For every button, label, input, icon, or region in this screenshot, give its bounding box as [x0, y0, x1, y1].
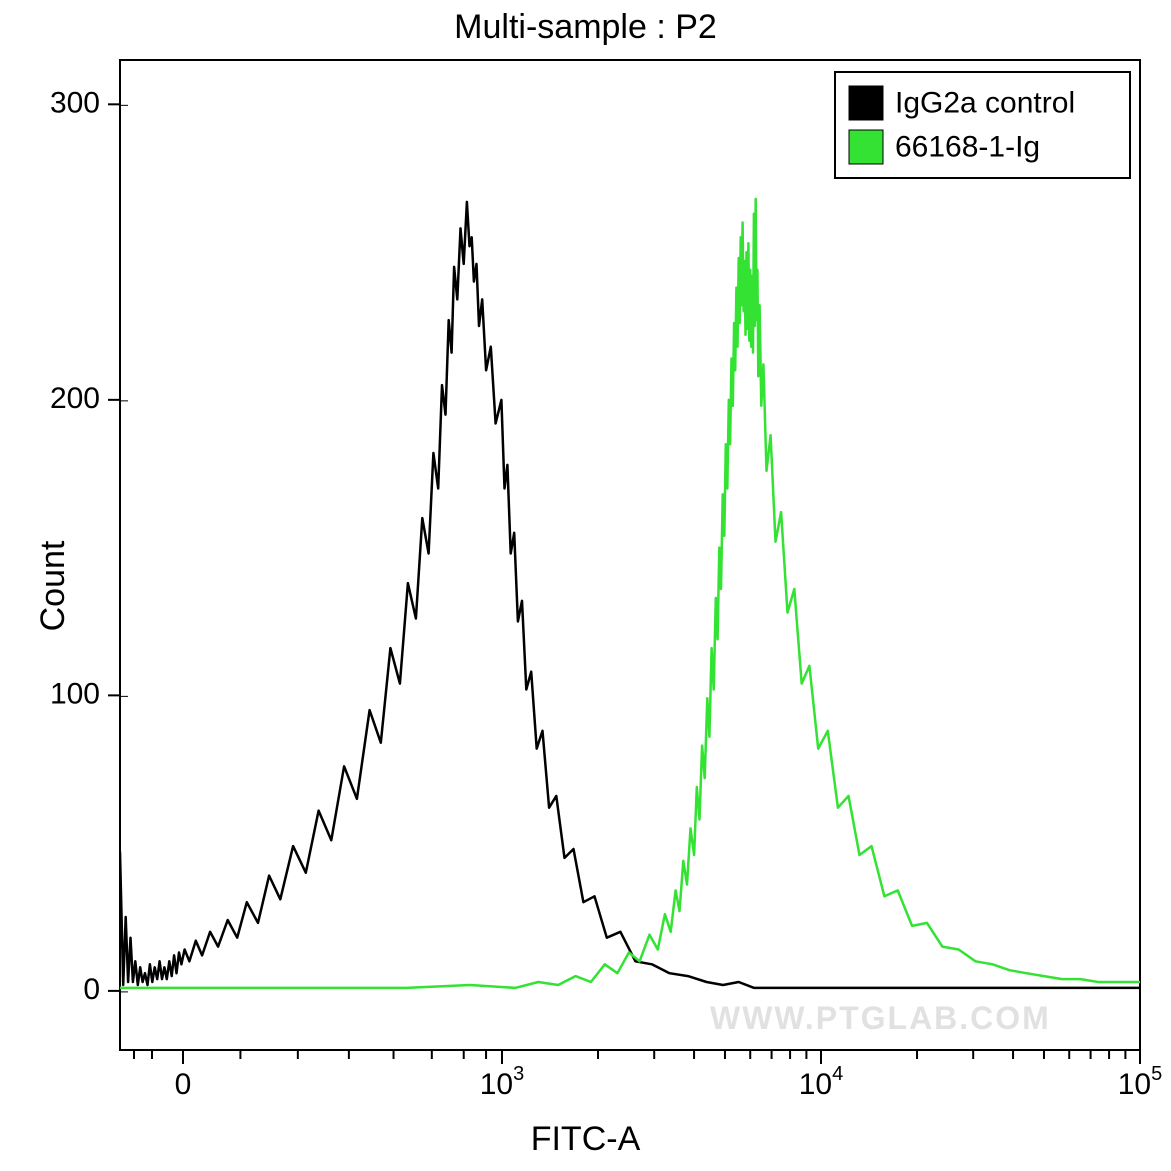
svg-text:103: 103	[480, 1063, 525, 1101]
series-igg2a-control	[120, 202, 1140, 988]
svg-text:100: 100	[50, 677, 100, 710]
legend-swatch-1	[849, 130, 883, 164]
figure: Multi-sample : P2 Count FITC-A 010020030…	[0, 0, 1171, 1171]
plot-area: 0 100 200 300 0 103 104 105 IgG2a control 66168-1…	[0, 0, 1171, 1171]
svg-text:0: 0	[175, 1068, 192, 1101]
svg-text:300: 300	[50, 86, 100, 119]
legend-swatch-0	[849, 86, 883, 120]
svg-text:105: 105	[1118, 1063, 1163, 1101]
svg-text:0: 0	[83, 973, 100, 1006]
watermark: WWW.PTGLAB.COM	[710, 1000, 1051, 1037]
series-66168-1-ig	[120, 199, 1140, 988]
legend-label-1: 66168-1-Ig	[895, 131, 1040, 164]
svg-text:104: 104	[799, 1063, 844, 1101]
legend-label-0: IgG2a control	[895, 87, 1075, 120]
legend: IgG2a control 66168-1-Ig	[835, 72, 1130, 178]
svg-text:200: 200	[50, 382, 100, 415]
